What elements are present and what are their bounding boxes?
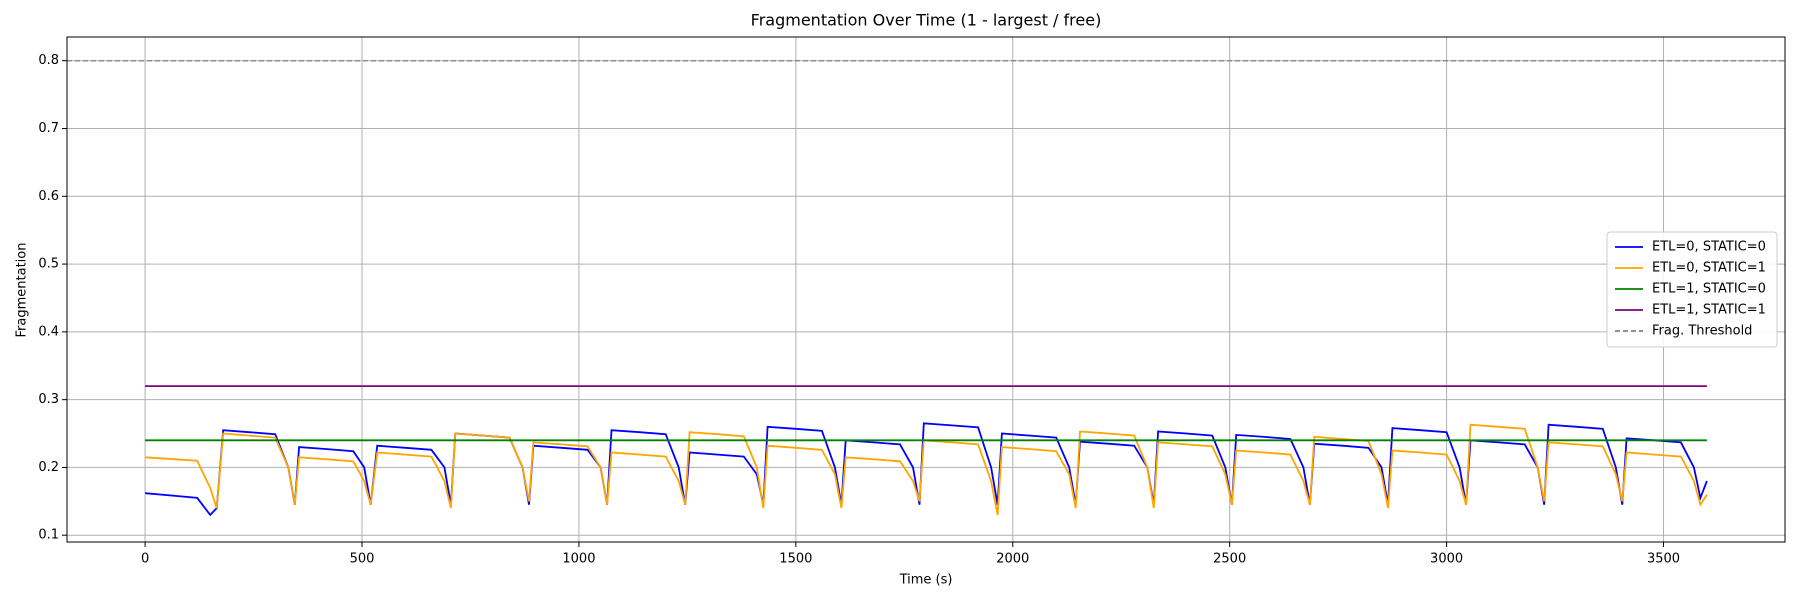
y-tick-label: 0.8	[38, 53, 59, 68]
legend-label: ETL=0, STATIC=1	[1652, 261, 1766, 276]
y-tick-label: 0.2	[38, 460, 59, 475]
x-tick-label: 1500	[779, 552, 812, 567]
y-tick-label: 0.7	[38, 121, 59, 136]
legend-label: ETL=1, STATIC=0	[1652, 282, 1766, 297]
legend-label: ETL=1, STATIC=1	[1652, 303, 1766, 318]
x-tick-label: 1000	[562, 552, 595, 567]
y-axis-label: Fragmentation	[15, 243, 30, 338]
y-tick-label: 0.6	[38, 189, 59, 204]
plot-frame	[66, 36, 1786, 543]
y-tick-label: 0.3	[38, 392, 59, 407]
y-tick-label: 0.4	[38, 324, 59, 339]
legend-label: Frag. Threshold	[1652, 324, 1752, 339]
x-tick-label: 2000	[996, 552, 1029, 567]
x-tick-label: 0	[141, 552, 149, 567]
chart-title: Fragmentation Over Time (1 - largest / f…	[751, 11, 1102, 30]
x-tick-label: 3000	[1430, 552, 1463, 567]
y-tick-label: 0.5	[38, 257, 59, 272]
y-tick-label: 0.1	[38, 528, 59, 543]
x-tick-label: 3500	[1647, 552, 1680, 567]
legend-label: ETL=0, STATIC=0	[1652, 240, 1766, 255]
x-tick-label: 500	[350, 552, 375, 567]
x-tick-label: 2500	[1213, 552, 1246, 567]
series-line	[145, 422, 1708, 517]
x-axis-label: Time (s)	[899, 573, 953, 588]
legend-box	[1606, 231, 1778, 348]
